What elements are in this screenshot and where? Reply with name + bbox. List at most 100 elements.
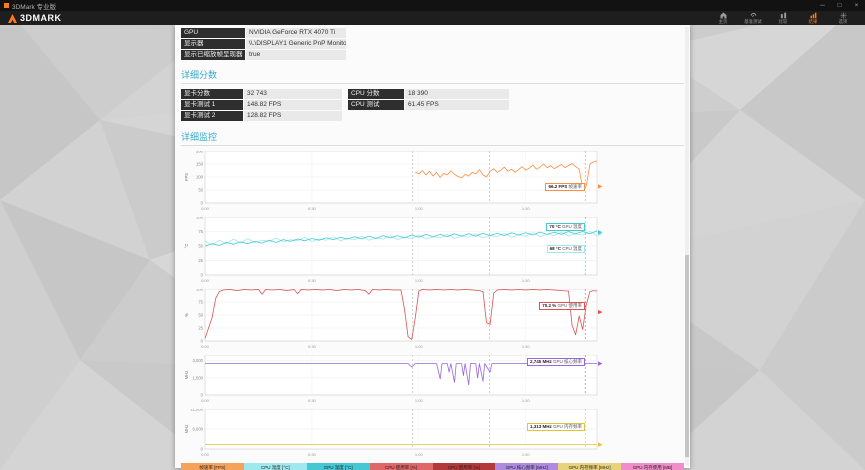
svg-text:0:30: 0:30 (308, 398, 317, 403)
nav-options[interactable]: 选项 (830, 12, 857, 25)
system-info-label: 显示器 (181, 39, 245, 49)
system-info-value: \\.\DISPLAY1 Generic PnP Monitor (246, 39, 346, 49)
scrollbar[interactable] (685, 27, 689, 466)
home-icon (720, 12, 727, 18)
close-button[interactable]: × (854, 2, 859, 9)
scrollbar-thumb[interactable] (685, 255, 689, 458)
score-value: 128.82 FPS (244, 111, 342, 121)
svg-text:12,000: 12,000 (190, 409, 203, 412)
section-title-scores: 详细分数 (181, 70, 218, 80)
nav-label: 主页 (719, 18, 728, 25)
monitoring-charts: 0 50 100 150 200 0:00 0:30 1:00 1:30 FPS 66.2 FPS … (181, 151, 684, 460)
section-title-monitoring: 详细监控 (181, 132, 218, 142)
system-info-row: 显示器 \\.\DISPLAY1 Generic PnP Monitor (181, 39, 684, 49)
svg-text:1,500: 1,500 (193, 375, 204, 380)
legend-item[interactable]: GPU 核心频率 [MHz] (495, 463, 559, 470)
score-label: CPU 测试 (348, 100, 404, 110)
nav-label: 结果 (809, 18, 818, 25)
chart-usage[interactable]: 0 25 50 75 100 0:00 0:30 1:00 1:30% 70.2 % GPU 使用… (181, 289, 611, 352)
results-panel: GPU NVIDIA GeForce RTX 4070 Ti 显示器 \\.\DISP… (175, 25, 690, 470)
titlebar: 3DMark 专业版 ─ □ × (0, 0, 865, 11)
system-info-row: GPU NVIDIA GeForce RTX 4070 Ti (181, 28, 684, 38)
svg-text:25: 25 (198, 258, 203, 263)
svg-text:MHz: MHz (184, 425, 189, 434)
chart-annotation: 68 °C CPU 温度 (546, 244, 585, 253)
svg-text:°C: °C (184, 244, 189, 249)
svg-text:MHz: MHz (184, 371, 189, 380)
logo: 3DMARK (8, 13, 62, 23)
score-label: 显卡测试 2 (181, 111, 243, 121)
svg-text:1:30: 1:30 (522, 278, 531, 283)
divider (181, 83, 684, 84)
maximize-button[interactable]: □ (837, 2, 842, 9)
score-value: 32 743 (244, 89, 342, 99)
chart-memory-clock[interactable]: 0 6,000 12,000 0:00 0:30 1:00 1:30 MHz 1,313 MHz… (181, 409, 611, 460)
window-controls: ─ □ × (814, 0, 865, 11)
svg-text:150: 150 (196, 162, 204, 167)
score-row: 显卡分数 32 743 (181, 89, 342, 99)
system-info-value: true (246, 50, 346, 60)
chart-legend: 帧速率 [FPS] CPU 温度 [°C] GPU 温度 [°C] CPU 使用率 [… (181, 463, 684, 470)
chart-plot[interactable]: 0 6,000 12,000 0:00 0:30 1:00 1:30 MHz (181, 409, 611, 460)
nav-results[interactable]: 结果 (800, 12, 827, 25)
legend-item[interactable]: CPU 温度 [°C] (243, 463, 307, 470)
score-label: 显卡测试 1 (181, 100, 243, 110)
svg-text:75: 75 (198, 300, 203, 305)
svg-text:1:00: 1:00 (415, 344, 424, 349)
nav-home[interactable]: 主页 (710, 12, 737, 25)
svg-text:1:30: 1:30 (522, 398, 531, 403)
svg-text:1:30: 1:30 (522, 206, 531, 211)
svg-text:0: 0 (201, 339, 204, 344)
legend-item[interactable]: GPU 温度 [°C] (306, 463, 370, 470)
svg-text:100: 100 (196, 289, 204, 292)
chart-framerate[interactable]: 0 50 100 150 200 0:00 0:30 1:00 1:30 FPS 66.2 FPS … (181, 151, 611, 214)
svg-text:0: 0 (201, 273, 204, 278)
header-nav: 主页 基准测试 比较 结果 选项 (710, 12, 857, 25)
svg-text:75: 75 (198, 229, 203, 234)
svg-text:100: 100 (196, 217, 204, 220)
score-value: 148.82 FPS (244, 100, 342, 110)
svg-text:0:00: 0:00 (201, 344, 210, 349)
score-value: 61.45 FPS (405, 100, 509, 110)
system-info-label: GPU (181, 28, 245, 38)
legend-item[interactable]: CPU 使用率 [%] (369, 463, 433, 470)
svg-text:0: 0 (201, 393, 204, 398)
svg-text:%: % (184, 313, 189, 317)
nav-label: 基准测试 (744, 18, 763, 25)
score-label: CPU 分数 (348, 89, 404, 99)
svg-text:0:00: 0:00 (201, 278, 210, 283)
chart-annotation: 1,313 MHz GPU 内存频率 (526, 423, 585, 431)
chart-annotation: 70.2 % GPU 使用率 (539, 301, 585, 310)
svg-text:0:30: 0:30 (308, 278, 317, 283)
nav-compare[interactable]: 比较 (770, 12, 797, 25)
svg-text:50: 50 (198, 244, 203, 249)
svg-text:0: 0 (201, 201, 204, 206)
legend-item[interactable]: GPU 内存频率 [MHz] (558, 463, 622, 470)
chart-plot[interactable]: 0 25 50 75 100 0:00 0:30 1:00 1:30 °C (181, 217, 611, 286)
nav-label: 比较 (779, 18, 788, 25)
minimize-button[interactable]: ─ (820, 2, 825, 9)
nav-benchmarks[interactable]: 基准测试 (740, 12, 767, 25)
results-icon (810, 12, 817, 18)
score-row: CPU 分数 18 390 (348, 89, 509, 99)
legend-item[interactable]: GPU 内存使用 [MB] (621, 463, 684, 470)
svg-text:0:00: 0:00 (201, 206, 210, 211)
chart-plot[interactable]: 0 25 50 75 100 0:00 0:30 1:00 1:30% (181, 289, 611, 352)
svg-text:50: 50 (198, 313, 203, 318)
legend-item[interactable]: 帧速率 [FPS] (181, 463, 244, 470)
svg-text:0:00: 0:00 (201, 398, 210, 403)
chart-annotation: 66.2 FPS 帧速率 (545, 183, 585, 192)
compare-icon (780, 12, 787, 18)
gauge-icon (750, 12, 757, 17)
chart-core-clock[interactable]: 0 1,500 3,000 0:00 0:30 1:00 1:30 MHz 2,745 MHz … (181, 355, 611, 406)
score-row: 显卡测试 1 148.82 FPS (181, 100, 342, 110)
score-label: 显卡分数 (181, 89, 243, 99)
svg-text:0:00: 0:00 (201, 452, 210, 457)
system-info-table: GPU NVIDIA GeForce RTX 4070 Ti 显示器 \\.\DISP… (181, 28, 684, 60)
svg-text:0:30: 0:30 (308, 344, 317, 349)
chart-plot[interactable]: 0 50 100 150 200 0:00 0:30 1:00 1:30 FPS (181, 151, 611, 214)
legend-item[interactable]: GPU 使用率 [%] (432, 463, 496, 470)
chart-temperature[interactable]: 0 25 50 75 100 0:00 0:30 1:00 1:30 °C 70 °C GPU 温度… (181, 217, 611, 286)
scores-left-column: 显卡分数 32 743 显卡测试 1 148.82 FPS 显卡测试 2 128.82 F… (181, 89, 342, 122)
